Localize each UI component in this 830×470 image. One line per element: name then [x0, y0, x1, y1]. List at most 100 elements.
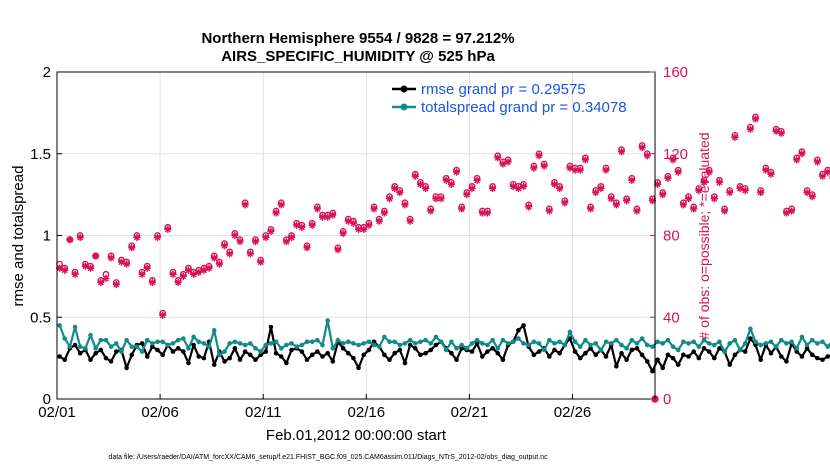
spread-point [531, 339, 537, 345]
obs-evaluated-stroke [675, 169, 682, 176]
obs-evaluated-stroke [566, 165, 573, 172]
obs-evaluated-marker [122, 260, 131, 268]
spread-point [820, 339, 825, 345]
obs-evaluated-stroke [102, 275, 109, 282]
obs-evaluated-stroke [489, 185, 496, 192]
obs-evaluated-marker [416, 180, 425, 189]
spread-point [779, 337, 784, 343]
obs-evaluated-marker [824, 168, 830, 176]
obs-evaluated-marker [803, 188, 811, 197]
obs-evaluated-stroke [443, 177, 450, 184]
spread-point [593, 341, 599, 346]
obs-evaluated-marker [669, 156, 677, 164]
rmse-point [103, 355, 109, 361]
obs-evaluated-marker [818, 172, 827, 180]
rmse-point [603, 354, 609, 359]
rmse-point [675, 362, 681, 367]
obs-evaluated-marker [401, 201, 409, 209]
obs-evaluated-marker [241, 201, 249, 209]
rmse-point [433, 342, 439, 348]
obs-evaluated-marker [612, 201, 620, 209]
obs-evaluated-stroke [257, 259, 264, 266]
rmse-point [124, 365, 129, 371]
spread-point [315, 337, 320, 343]
spread-point [490, 337, 495, 343]
spread-point [402, 341, 408, 346]
spread-point [500, 337, 506, 343]
spread-point [134, 344, 140, 349]
obs-evaluated-marker [452, 168, 461, 176]
obs-evaluated-marker [205, 264, 213, 272]
obs-evaluated-marker [602, 166, 610, 174]
spread-point [505, 341, 511, 346]
spread-point [603, 339, 609, 345]
obs-evaluated-marker [741, 186, 749, 195]
obs-evaluated-stroke [535, 152, 543, 159]
spread-point [732, 337, 738, 343]
rmse-point [516, 328, 521, 333]
rmse-point [552, 347, 557, 353]
obs-evaluated-stroke [169, 271, 177, 278]
obs-evaluated-marker [138, 270, 146, 278]
obs-evaluated-stroke [319, 214, 326, 221]
obs-evaluated-stroke [283, 238, 290, 245]
obs-evaluated-marker [798, 150, 806, 158]
obs-evaluated-stroke [386, 195, 393, 202]
rmse-point [449, 350, 454, 356]
rmse-point [490, 346, 495, 351]
obs-evaluated-stroke [793, 156, 800, 163]
spread-point [268, 341, 274, 346]
obs-evaluated-marker [76, 233, 84, 242]
spread-point [325, 318, 330, 323]
obs-evaluated-marker [751, 115, 760, 123]
spread-point [799, 334, 805, 340]
obs-evaluated-stroke [66, 236, 73, 243]
obs-evaluated-stroke [185, 267, 192, 274]
obs-evaluated-stroke [726, 189, 733, 196]
obs-evaluated-stroke [448, 181, 455, 188]
rmse-point [356, 365, 361, 371]
spread-point [701, 337, 707, 343]
spread-point [227, 341, 232, 346]
spread-point [686, 341, 691, 346]
rmse-point [108, 359, 114, 364]
spread-point [72, 324, 78, 330]
obs-evaluated-stroke [530, 165, 537, 172]
rmse-point [459, 346, 464, 351]
y-axis-label: rmse and totalspread [10, 166, 27, 307]
obs-evaluated-stroke [474, 177, 481, 184]
rmse-point [382, 352, 387, 358]
spread-point [608, 341, 614, 346]
obs-evaluated-marker [617, 148, 626, 156]
rmse-point [779, 354, 784, 359]
rmse-point [784, 359, 789, 364]
rmse-point [758, 357, 763, 363]
rmse-point [412, 346, 418, 351]
y-tick-label: 0.5 [30, 309, 51, 326]
spread-point [335, 337, 341, 343]
rmse-point [681, 352, 686, 358]
spread-point [691, 339, 696, 345]
spread-point [232, 339, 238, 345]
obs-evaluated-stroke [365, 222, 372, 229]
obs-evaluated-marker [92, 252, 100, 260]
obs-evaluated-stroke [690, 205, 697, 212]
spread-point [356, 342, 361, 348]
obs-evaluated-stroke [613, 201, 620, 208]
obs-evaluated-marker [226, 250, 234, 258]
rmse-point [309, 352, 315, 358]
obs-evaluated-marker [66, 235, 74, 244]
obs-evaluated-marker [504, 158, 512, 166]
obs-evaluated-stroke [128, 244, 135, 251]
spread-point [330, 346, 336, 351]
obs-evaluated-marker [447, 180, 455, 189]
obs-evaluated-stroke [623, 197, 630, 204]
rmse-point [536, 349, 542, 354]
spread-point [397, 342, 403, 348]
obs-evaluated-stroke [56, 265, 63, 272]
obs-evaluated-stroke [767, 171, 775, 178]
rmse-point [273, 350, 279, 356]
rmse-point [557, 350, 562, 356]
obs-evaluated-stroke [453, 169, 460, 176]
obs-evaluated-stroke [798, 150, 805, 157]
